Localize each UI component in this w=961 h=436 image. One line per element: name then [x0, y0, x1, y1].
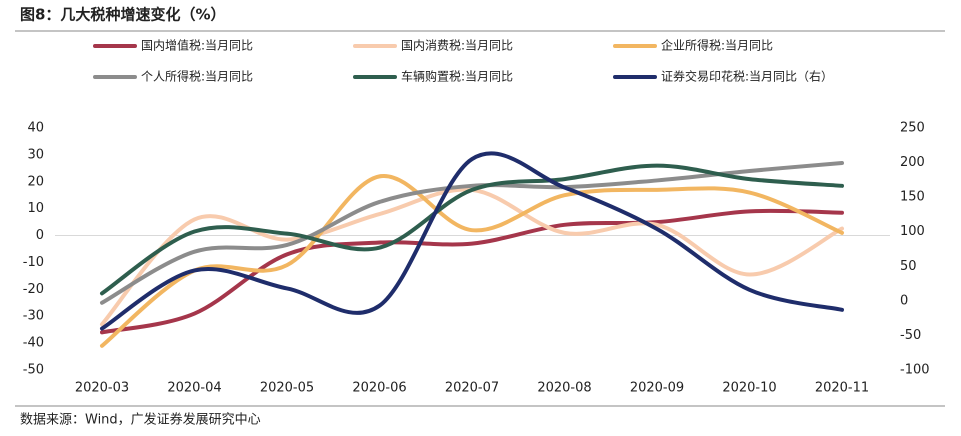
x-tick-label: 2020-06: [352, 381, 406, 396]
y2-tick-label: 100: [900, 224, 925, 239]
series-line: [100, 163, 844, 296]
y-tick-label: 0: [36, 228, 44, 243]
y-tick-label: 20: [27, 174, 44, 189]
source: 数据来源：Wind，广发证券发展研究中心: [20, 412, 261, 428]
y-tick-label: 40: [27, 121, 44, 136]
legend-label: 证券交易印花税:当月同比（右）: [661, 69, 833, 84]
y-tick-label: -50: [23, 363, 44, 378]
series-line: [100, 174, 844, 348]
legend-label: 企业所得税:当月同比: [661, 38, 773, 53]
x-tick-label: 2020-04: [167, 381, 221, 396]
y2-tick-label: 0: [900, 293, 908, 308]
x-tick-label: 2020-07: [445, 381, 499, 396]
legend-label: 个人所得税:当月同比: [141, 69, 253, 84]
x-tick-label: 2020-09: [630, 381, 684, 396]
y-tick-label: 10: [27, 201, 44, 216]
y-tick-label: -30: [23, 309, 44, 324]
x-tick-label: 2020-08: [537, 381, 591, 396]
x-tick-label: 2020-03: [75, 381, 129, 396]
y2-tick-label: 150: [900, 190, 925, 205]
legend-label: 国内增值税:当月同比: [141, 38, 253, 53]
x-tick-label: 2020-05: [260, 381, 314, 396]
legend-label: 车辆购置税:当月同比: [401, 69, 513, 84]
x-tick-label: 2020-10: [722, 381, 776, 396]
y2-tick-label: 250: [900, 121, 925, 136]
y-tick-label: -20: [23, 282, 44, 297]
series-line: [100, 208, 844, 335]
y2-tick-label: -100: [900, 363, 930, 378]
y2-tick-label: 200: [900, 155, 925, 170]
y-tick-label: -40: [23, 336, 44, 351]
x-tick-label: 2020-11: [815, 381, 869, 396]
y2-tick-label: -50: [900, 328, 921, 343]
series-line: [100, 151, 844, 331]
y2-tick-label: 50: [900, 259, 917, 274]
y-tick-label: -10: [23, 255, 44, 270]
legend-label: 国内消费税:当月同比: [401, 39, 513, 53]
y-tick-label: 30: [27, 147, 44, 162]
chart-title: 图8：几大税种增速变化（%）: [20, 6, 225, 24]
